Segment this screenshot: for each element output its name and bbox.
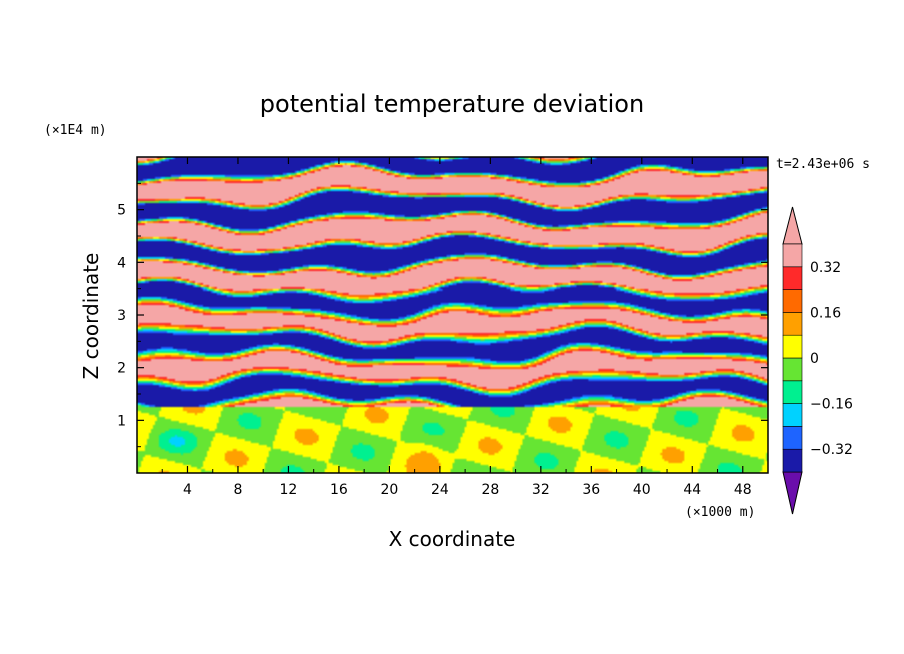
colorbar-segment <box>782 426 803 450</box>
colorbar-label: 0.16 <box>810 305 841 321</box>
y-tick-label: 1 <box>117 413 126 429</box>
colorbar-segment <box>782 289 803 313</box>
x-tick-label: 8 <box>233 482 242 498</box>
colorbar-segment <box>782 243 803 268</box>
colorbar-segment <box>782 266 803 290</box>
time-label: t=2.43e+06 s <box>776 157 870 172</box>
colorbar-label: 0 <box>810 351 819 367</box>
x-tick-label: 24 <box>431 482 449 498</box>
y-tick-label: 5 <box>117 203 126 219</box>
x-tick-label: 44 <box>683 482 701 498</box>
colorbar-segment <box>782 380 803 404</box>
x-tick-label: 28 <box>481 482 499 498</box>
x-tick-label: 12 <box>280 482 298 498</box>
x-tick-label: 16 <box>330 482 348 498</box>
colorbar-extend-low <box>782 471 803 515</box>
colorbar-label: 0.32 <box>810 260 841 276</box>
x-tick-label: 20 <box>380 482 398 498</box>
colorbar-label: −0.32 <box>810 442 853 458</box>
y-axis: 1 2 3 4 5 <box>117 182 768 448</box>
y-tick-label: 4 <box>117 255 126 271</box>
colorbar: 0.32 0.16 0 −0.16 −0.32 <box>782 206 853 515</box>
x-tick-label: 40 <box>633 482 651 498</box>
x-axis: 4 8 12 16 20 24 28 32 36 40 44 48 <box>161 157 752 498</box>
x-tick-label: 4 <box>183 482 192 498</box>
colorbar-segment <box>782 357 803 382</box>
y-unit-label: (×1E4 m) <box>44 123 107 138</box>
y-tick-label: 2 <box>117 361 126 377</box>
x-tick-label: 48 <box>734 482 752 498</box>
x-tick-label: 32 <box>532 482 550 498</box>
colorbar-segment <box>782 334 803 359</box>
y-axis-label: Z coordinate <box>79 253 103 380</box>
chart-title: potential temperature deviation <box>260 90 644 118</box>
colorbar-extend-high <box>782 206 803 245</box>
x-axis-label: X coordinate <box>389 527 516 551</box>
colorbar-segment <box>782 448 803 473</box>
colorbar-segment <box>782 403 803 427</box>
contour-field-image <box>137 157 768 473</box>
colorbar-segment <box>782 312 803 336</box>
plot-field <box>137 157 768 473</box>
colorbar-label: −0.16 <box>810 397 853 413</box>
x-unit-label: (×1000 m) <box>685 505 755 520</box>
y-tick-label: 3 <box>117 308 126 324</box>
x-tick-label: 36 <box>582 482 600 498</box>
